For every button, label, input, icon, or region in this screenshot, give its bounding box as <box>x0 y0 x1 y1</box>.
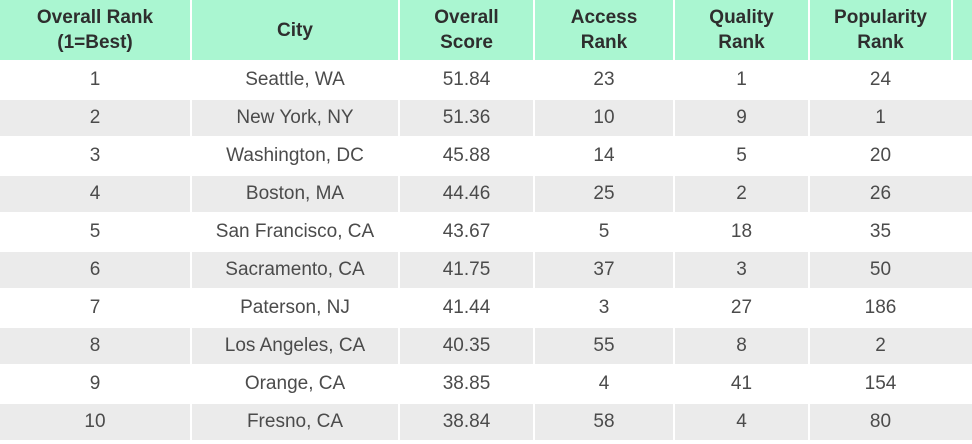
table-cell: 10 <box>0 404 190 442</box>
table-row: 9 Orange, CA 38.85 4 41 154 <box>0 366 972 404</box>
header-spacer-cell <box>951 0 972 62</box>
table-row: 8 Los Angeles, CA 40.35 55 8 2 <box>0 328 972 366</box>
table-row: 2 New York, NY 51.36 10 9 1 <box>0 100 972 138</box>
table-cell: San Francisco, CA <box>190 214 398 252</box>
table-cell: 23 <box>533 62 673 100</box>
table-cell: 3 <box>533 290 673 328</box>
table-cell: Los Angeles, CA <box>190 328 398 366</box>
table-cell: 45.88 <box>398 138 533 176</box>
table-row: 6 Sacramento, CA 41.75 37 3 50 <box>0 252 972 290</box>
table-cell: 43.67 <box>398 214 533 252</box>
table-row: 1 Seattle, WA 51.84 23 1 24 <box>0 62 972 100</box>
table-cell: Washington, DC <box>190 138 398 176</box>
table-cell: 80 <box>808 404 951 442</box>
table-cell: 25 <box>533 176 673 214</box>
table-cell: 44.46 <box>398 176 533 214</box>
table-row: 4 Boston, MA 44.46 25 2 26 <box>0 176 972 214</box>
table-cell: Paterson, NJ <box>190 290 398 328</box>
row-spacer-cell <box>951 252 972 290</box>
table-cell: 8 <box>0 328 190 366</box>
table-cell: 2 <box>0 100 190 138</box>
table-cell: 9 <box>673 100 808 138</box>
table-cell: 40.35 <box>398 328 533 366</box>
table-cell: Fresno, CA <box>190 404 398 442</box>
row-spacer-cell <box>951 100 972 138</box>
table-cell: Orange, CA <box>190 366 398 404</box>
table-cell: 2 <box>673 176 808 214</box>
row-spacer-cell <box>951 404 972 442</box>
column-header: Overall Score <box>398 0 533 62</box>
row-spacer-cell <box>951 176 972 214</box>
table-cell: 2 <box>808 328 951 366</box>
row-spacer-cell <box>951 214 972 252</box>
table-cell: 41.75 <box>398 252 533 290</box>
table-cell: 8 <box>673 328 808 366</box>
table-cell: 1 <box>808 100 951 138</box>
table-cell: 1 <box>0 62 190 100</box>
table-cell: 1 <box>673 62 808 100</box>
row-spacer-cell <box>951 328 972 366</box>
table-cell: 7 <box>0 290 190 328</box>
table-cell: 5 <box>533 214 673 252</box>
table-cell: 18 <box>673 214 808 252</box>
column-header: City <box>190 0 398 62</box>
table-cell: 58 <box>533 404 673 442</box>
table-cell: 51.36 <box>398 100 533 138</box>
table-cell: 50 <box>808 252 951 290</box>
table-cell: 35 <box>808 214 951 252</box>
table-cell: 24 <box>808 62 951 100</box>
table-cell: 3 <box>0 138 190 176</box>
row-spacer-cell <box>951 138 972 176</box>
table-cell: 4 <box>673 404 808 442</box>
table-cell: 38.85 <box>398 366 533 404</box>
table-cell: 14 <box>533 138 673 176</box>
table-cell: 4 <box>0 176 190 214</box>
table-cell: 55 <box>533 328 673 366</box>
table-cell: 20 <box>808 138 951 176</box>
table-row: 5 San Francisco, CA 43.67 5 18 35 <box>0 214 972 252</box>
row-spacer-cell <box>951 62 972 100</box>
row-spacer-cell <box>951 290 972 328</box>
table-cell: 186 <box>808 290 951 328</box>
table-cell: New York, NY <box>190 100 398 138</box>
column-header: Quality Rank <box>673 0 808 62</box>
table-row: 7 Paterson, NJ 41.44 3 27 186 <box>0 290 972 328</box>
row-spacer-cell <box>951 366 972 404</box>
table-cell: Seattle, WA <box>190 62 398 100</box>
table-cell: 41.44 <box>398 290 533 328</box>
table-row: 10 Fresno, CA 38.84 58 4 80 <box>0 404 972 442</box>
table-cell: 5 <box>0 214 190 252</box>
column-header: Overall Rank (1=Best) <box>0 0 190 62</box>
table-cell: 154 <box>808 366 951 404</box>
table-cell: 3 <box>673 252 808 290</box>
table-cell: Sacramento, CA <box>190 252 398 290</box>
table-cell: 51.84 <box>398 62 533 100</box>
column-header: Popularity Rank <box>808 0 951 62</box>
column-header: Access Rank <box>533 0 673 62</box>
table-cell: 38.84 <box>398 404 533 442</box>
table-cell: 9 <box>0 366 190 404</box>
table-cell: 4 <box>533 366 673 404</box>
table-cell: 10 <box>533 100 673 138</box>
table-cell: Boston, MA <box>190 176 398 214</box>
table-cell: 26 <box>808 176 951 214</box>
table-cell: 6 <box>0 252 190 290</box>
header-row: Overall Rank (1=Best) City Overall Score Ac… <box>0 0 972 62</box>
table-row: 3 Washington, DC 45.88 14 5 20 <box>0 138 972 176</box>
table-header: Overall Rank (1=Best) City Overall Score Ac… <box>0 0 972 62</box>
table-cell: 41 <box>673 366 808 404</box>
table-cell: 37 <box>533 252 673 290</box>
table-cell: 5 <box>673 138 808 176</box>
table-body: 1 Seattle, WA 51.84 23 1 24 2 New York, NY 51.36… <box>0 62 972 442</box>
table-cell: 27 <box>673 290 808 328</box>
